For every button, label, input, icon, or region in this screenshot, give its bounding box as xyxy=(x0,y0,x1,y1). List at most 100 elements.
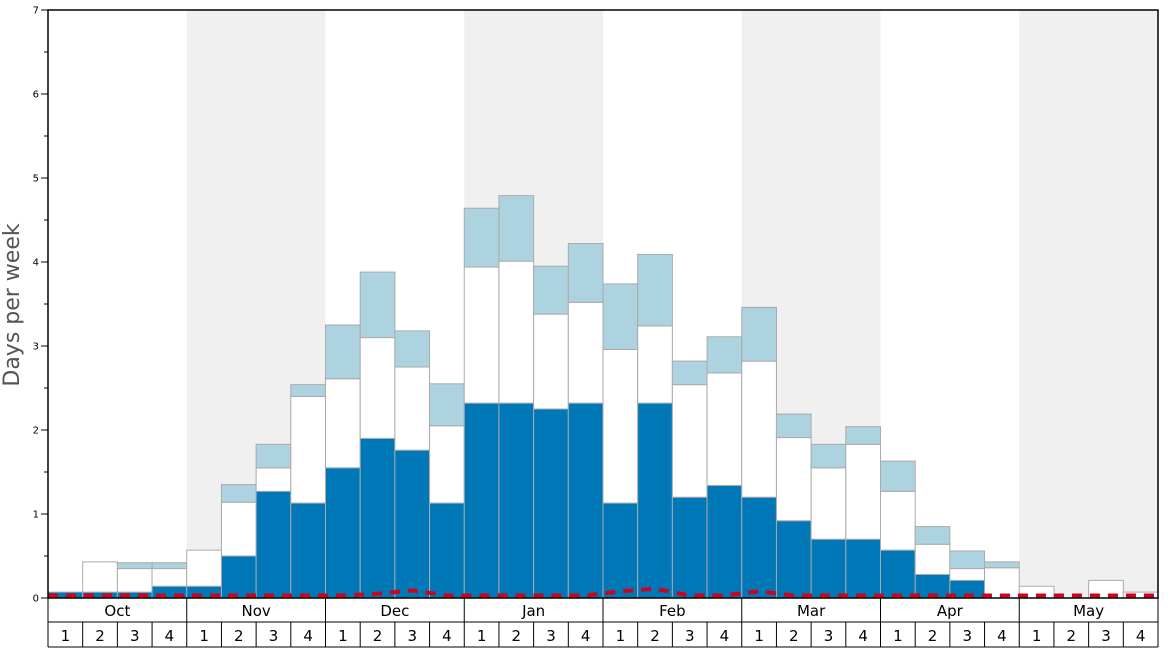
week-label-dec-2: 2 xyxy=(373,627,383,645)
week-label-apr-2: 2 xyxy=(928,627,938,645)
bar-dark-24 xyxy=(880,549,916,599)
bar-white-25 xyxy=(914,543,951,575)
bars-layer xyxy=(47,195,1159,599)
x-axis: Oct 1 2 3 4 Nov 1 2 3 4 Dec 1 2 3 4 Jan 1 2 3 4 Feb 1 2 3 4 Mar 1 2… xyxy=(47,598,1159,648)
bar-light-6 xyxy=(255,443,292,469)
week-label-jan-4: 4 xyxy=(581,627,591,645)
bar-light-20 xyxy=(741,306,777,362)
bar-light-5 xyxy=(220,484,257,503)
bar-white-19 xyxy=(706,372,743,486)
week-label-feb-1: 1 xyxy=(616,627,626,645)
bar-dark-15 xyxy=(567,402,604,599)
bar-light-16 xyxy=(602,283,639,350)
y-tick-label-7: 7 xyxy=(33,6,39,17)
dashed-line-layer xyxy=(48,586,1158,598)
week-label-apr-3: 3 xyxy=(962,627,972,645)
bar-light-11 xyxy=(429,383,465,427)
week-label-nov-2: 2 xyxy=(234,627,244,645)
bar-light-21 xyxy=(775,413,812,439)
bar-light-9 xyxy=(359,271,396,339)
y-tick-label-3: 3 xyxy=(33,342,39,353)
month-band-may xyxy=(1019,10,1158,598)
bar-dark-10 xyxy=(394,449,431,599)
bar-light-3 xyxy=(151,562,188,570)
bar-dark-21 xyxy=(775,520,812,599)
week-label-feb-3: 3 xyxy=(685,627,695,645)
bar-white-7 xyxy=(290,395,326,504)
bar-dark-5 xyxy=(220,555,257,599)
bar-dark-6 xyxy=(255,490,292,599)
week-label-mar-4: 4 xyxy=(858,627,868,645)
bar-dark-19 xyxy=(706,484,743,599)
bar-white-23 xyxy=(845,443,881,540)
week-label-feb-2: 2 xyxy=(650,627,660,645)
bar-white-6 xyxy=(255,467,292,492)
bar-light-15 xyxy=(567,243,604,303)
week-label-nov-1: 1 xyxy=(199,627,209,645)
bar-white-1 xyxy=(82,561,118,593)
bar-light-13 xyxy=(498,195,535,262)
bar-light-17 xyxy=(637,253,673,327)
bar-white-22 xyxy=(810,467,847,540)
week-label-mar-1: 1 xyxy=(754,627,764,645)
dashed-line xyxy=(48,586,1158,598)
bar-white-20 xyxy=(741,360,777,498)
bar-light-19 xyxy=(706,336,743,374)
bar-dark-20 xyxy=(741,496,777,599)
bar-light-7 xyxy=(290,384,326,397)
bar-white-4 xyxy=(186,549,222,587)
bar-dark-13 xyxy=(498,402,535,599)
month-label-jan: Jan xyxy=(521,602,545,620)
week-label-jan-1: 1 xyxy=(477,627,487,645)
week-label-dec-4: 4 xyxy=(442,627,452,645)
bar-white-5 xyxy=(220,501,257,557)
y-tick-label-0: 0 xyxy=(33,594,39,605)
bar-white-27 xyxy=(984,567,1020,599)
week-label-dec-1: 1 xyxy=(338,627,348,645)
bar-light-12 xyxy=(463,207,500,268)
bar-white-10 xyxy=(394,366,431,451)
y-tick-label-5: 5 xyxy=(33,174,39,185)
bar-white-9 xyxy=(359,337,396,439)
bar-dark-14 xyxy=(533,408,569,599)
bar-dark-12 xyxy=(463,402,500,599)
bar-light-27 xyxy=(984,561,1020,569)
bar-white-16 xyxy=(602,348,639,504)
week-label-may-1: 1 xyxy=(1032,627,1042,645)
bar-light-26 xyxy=(949,550,986,570)
week-label-oct-1: 1 xyxy=(61,627,71,645)
bar-dark-11 xyxy=(429,502,465,599)
month-label-nov: Nov xyxy=(241,602,270,620)
week-label-oct-3: 3 xyxy=(130,627,140,645)
bar-light-24 xyxy=(880,460,916,492)
y-tick-label-1: 1 xyxy=(33,510,39,521)
month-label-may: May xyxy=(1073,602,1104,620)
week-label-oct-4: 4 xyxy=(165,627,175,645)
y-axis-label: Days per week xyxy=(0,223,25,386)
bar-light-22 xyxy=(810,443,847,469)
week-label-nov-4: 4 xyxy=(303,627,313,645)
y-tick-label-2: 2 xyxy=(33,426,39,437)
bar-light-14 xyxy=(533,265,569,315)
bar-white-13 xyxy=(498,260,535,404)
week-label-dec-3: 3 xyxy=(407,627,417,645)
bar-white-21 xyxy=(775,437,812,522)
week-label-oct-2: 2 xyxy=(95,627,105,645)
week-label-jan-2: 2 xyxy=(512,627,522,645)
bar-dark-16 xyxy=(602,502,639,599)
bar-light-23 xyxy=(845,426,881,445)
y-axis: 0 1 2 3 4 5 6 7 xyxy=(33,6,48,605)
bar-dark-17 xyxy=(637,402,673,599)
month-label-mar: Mar xyxy=(797,602,826,620)
bar-light-18 xyxy=(671,360,708,386)
bar-white-24 xyxy=(880,490,916,551)
week-label-jan-3: 3 xyxy=(546,627,556,645)
bar-white-3 xyxy=(151,568,188,587)
week-label-nov-3: 3 xyxy=(269,627,279,645)
week-label-may-2: 2 xyxy=(1067,627,1077,645)
bar-dark-7 xyxy=(290,502,326,599)
bar-dark-23 xyxy=(845,538,881,599)
week-label-feb-4: 4 xyxy=(720,627,730,645)
bar-white-12 xyxy=(463,266,500,404)
bar-dark-8 xyxy=(325,467,361,599)
